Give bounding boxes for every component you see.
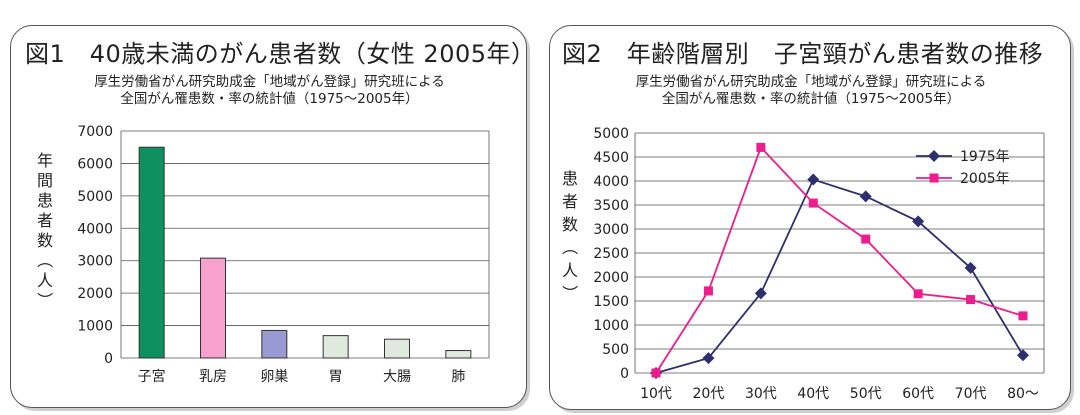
x-tick-label: 70代 [955, 386, 987, 402]
legend-swatch-marker [929, 173, 939, 183]
x-tick-label: 80〜 [1007, 386, 1039, 402]
y-tick-label: 2000 [593, 270, 629, 286]
y-tick-label: 3500 [593, 198, 629, 214]
y-tick-label: 500 [602, 342, 629, 358]
chart-title: 図1 40歳未満のがん患者数（女性 2005年） [25, 40, 536, 68]
bar-肺 [445, 350, 472, 359]
y-tick-label: 1000 [77, 319, 113, 335]
y-tick-label: 0 [620, 366, 629, 382]
y-tick-label: 2000 [77, 286, 113, 302]
x-tick-label: 大腸 [383, 369, 411, 385]
plot-area [121, 131, 489, 358]
x-tick-label: 60代 [902, 386, 934, 402]
legend: 1975年 2005年 [916, 149, 1010, 187]
y-axis-label-char: （ [560, 239, 579, 255]
y-tick-label: 1000 [593, 318, 629, 334]
data-point [808, 198, 818, 208]
bar-大腸 [384, 338, 410, 359]
data-point [807, 173, 820, 186]
x-tick-label: 20代 [693, 386, 725, 402]
bar-卵巣 [261, 329, 288, 359]
x-tick-label: 卵巣 [260, 369, 288, 385]
legend-swatch-marker [928, 150, 940, 162]
y-tick-label: 4000 [77, 221, 113, 237]
source-line-2: 全国がん罹患数・率の統計値（1975〜2005年） [120, 91, 419, 107]
y-axis-label-char: 者 [562, 192, 578, 211]
bar-chart-svg: 0 1000 2000 3000 4000 5000 6000 7000 子宮 乳房 卵巣 胃 大腸 肺 年… [35, 124, 490, 385]
chart-panel-cancer-by-site: 図1 40歳未満のがん患者数（女性 2005年） 厚生労働省がん研究助成金「地域… [10, 25, 535, 408]
x-tick-label: 40代 [797, 386, 829, 402]
data-point [1017, 349, 1029, 362]
y-tick-label: 7000 [77, 124, 113, 140]
x-tick-label: 肺 [451, 369, 465, 385]
x-tick-label: 乳房 [199, 369, 227, 385]
y-axis-label: 患者数 （ 人 ） [560, 169, 579, 301]
y-axis-label-char: 数 [562, 215, 578, 234]
y-axis-label-char: 患 [562, 169, 578, 188]
x-tick-label: 10代 [640, 386, 672, 402]
y-tick-label: 3000 [593, 222, 629, 238]
data-point [702, 352, 715, 365]
series-line [655, 178, 1024, 374]
y-axis-label-char: 患 [37, 191, 53, 210]
data-point [964, 261, 977, 274]
data-point [913, 289, 923, 299]
bar-乳房 [200, 257, 226, 359]
y-tick-label: 0 [104, 351, 113, 367]
data-point [859, 190, 872, 203]
data-point [756, 142, 766, 152]
y-axis-label-char: 人 [562, 261, 578, 280]
series-1975年 [650, 173, 1029, 379]
x-tick-label: 50代 [850, 386, 882, 402]
y-axis-label-char: 人 [37, 271, 53, 290]
x-tick-label: 子宮 [138, 369, 166, 385]
y-axis-label-char: 数 [37, 231, 53, 250]
chart-source: 厚生労働省がん研究助成金「地域がん登録」研究班による 全国がん罹患数・率の統計値… [550, 74, 1072, 108]
y-tick-label: 4500 [593, 150, 629, 166]
chart-title: 図2 年齢階層別 子宮頸がん患者数の推移 [562, 40, 1044, 68]
series-line [655, 145, 1024, 374]
series-2005年 [651, 142, 1028, 378]
data-point [861, 234, 871, 244]
bar-子宮 [138, 146, 165, 359]
y-axis-label-char: （ [35, 252, 54, 268]
data-point [703, 286, 713, 296]
data-point [754, 287, 767, 300]
y-axis-label-char: ） [35, 292, 54, 308]
source-line-1: 厚生労働省がん研究助成金「地域がん登録」研究班による [94, 74, 445, 90]
y-axis-label-char: 間 [37, 171, 53, 190]
x-tick-label: 30代 [745, 386, 777, 402]
data-point [1018, 311, 1028, 321]
y-tick-label: 1500 [593, 294, 629, 310]
legend-label: 2005年 [960, 171, 1010, 187]
y-tick-label: 3000 [77, 254, 113, 270]
y-tick-label: 6000 [77, 156, 113, 172]
y-tick-label: 2500 [593, 246, 629, 262]
line-chart-svg: 0 500 1000 1500 2000 2500 3000 3500 4000 4500 5000… [560, 126, 1045, 402]
source-line-1: 厚生労働省がん研究助成金「地域がん登録」研究班による [635, 74, 987, 90]
chart-source: 厚生労働省がん研究助成金「地域がん登録」研究班による 全国がん罹患数・率の統計値… [11, 74, 528, 108]
legend-item: 1975年 [916, 149, 1010, 165]
y-axis-label-char: ） [560, 285, 579, 301]
x-tick-label: 胃 [329, 369, 343, 385]
data-point [651, 368, 661, 378]
bar-胃 [322, 335, 349, 359]
data-point [912, 215, 925, 228]
y-tick-label: 5000 [593, 126, 629, 142]
data-point [966, 295, 976, 305]
legend-item: 2005年 [916, 171, 1010, 187]
y-tick-label: 5000 [77, 189, 113, 205]
source-line-2: 全国がん罹患数・率の統計値（1975〜2005年） [661, 91, 961, 107]
y-tick-label: 4000 [593, 174, 629, 190]
y-axis-label-char: 年 [37, 151, 53, 170]
legend-label: 1975年 [960, 149, 1010, 165]
y-axis-label-char: 者 [37, 211, 53, 230]
chart-panel-cervical-cancer-trend: 図2 年齢階層別 子宮頸がん患者数の推移 厚生労働省がん研究助成金「地域がん登録… [549, 25, 1071, 410]
